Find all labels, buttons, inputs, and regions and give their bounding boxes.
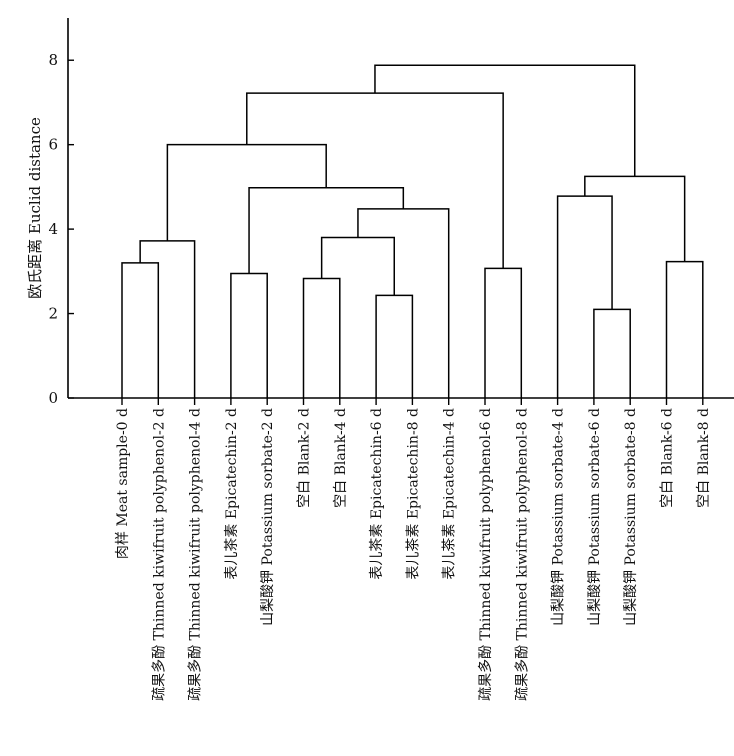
dendrogram-link: [230, 272, 268, 398]
leaf-label: 空白 Blank-6 d: [660, 408, 676, 508]
dendrogram-link: [121, 262, 160, 398]
dendrogram-link: [484, 267, 523, 398]
y-tick-label: 2: [48, 305, 58, 323]
dendrogram-link: [320, 236, 395, 296]
dendrogram-link: [374, 64, 636, 177]
leaf-label: 疏果多酚 Thinned kiwifruit polyphenol-8 d: [513, 408, 530, 701]
leaf-label: 表儿茶素 Epicatechin-4 d: [442, 408, 458, 580]
dendrogram-links: [121, 64, 704, 398]
leaf-label: 山梨酸钾 Potassium sorbate-4 d: [551, 408, 567, 626]
dendrogram-link: [248, 186, 405, 274]
dendrogram-link: [166, 143, 327, 241]
leaf-label: 山梨酸钾 Potassium sorbate-2 d: [260, 408, 276, 626]
dendrogram-link: [139, 240, 196, 398]
y-axis-label: 欧氏距离 Euclid distance: [26, 117, 44, 299]
leaf-label: 表儿茶素 Epicatechin-6 d: [369, 408, 385, 580]
dendrogram-link: [375, 294, 414, 398]
leaf-label: 山梨酸钾 Potassium sorbate-8 d: [623, 408, 639, 626]
leaf-label: 表儿茶素 Epicatechin-8 d: [405, 408, 421, 580]
leaf-label: 空白 Blank-2 d: [297, 408, 313, 508]
dendrogram-link: [302, 277, 341, 398]
dendrogram-link: [246, 92, 504, 269]
leaf-labels: 肉样 Meat sample-0 d 疏果多酚 Thinned kiwifruit…: [115, 408, 712, 701]
dendrogram-link: [665, 260, 704, 398]
y-tick-label: 4: [48, 220, 58, 238]
leaf-label: 表儿茶素 Epicatechin-2 d: [224, 408, 240, 580]
y-axis: 0 2 4 6 8: [48, 18, 734, 407]
leaf-label: 空白 Blank-8 d: [696, 408, 712, 508]
dendrogram-link: [556, 195, 613, 398]
y-tick-label: 6: [48, 136, 58, 154]
dendrogram-link: [584, 175, 686, 262]
leaf-label: 疏果多酚 Thinned kiwifruit polyphenol-6 d: [477, 408, 494, 701]
y-tick-label: 0: [48, 389, 58, 407]
dendrogram-link: [593, 308, 631, 398]
leaf-label: 山梨酸钾 Potassium sorbate-6 d: [587, 408, 603, 626]
leaf-label: 肉样 Meat sample-0 d: [115, 408, 131, 559]
leaf-label: 空白 Blank-4 d: [333, 408, 349, 508]
leaf-label: 疏果多酚 Thinned kiwifruit polyphenol-2 d: [150, 408, 167, 701]
leaf-label: 疏果多酚 Thinned kiwifruit polyphenol-4 d: [187, 408, 204, 701]
y-tick-label: 8: [48, 51, 58, 69]
